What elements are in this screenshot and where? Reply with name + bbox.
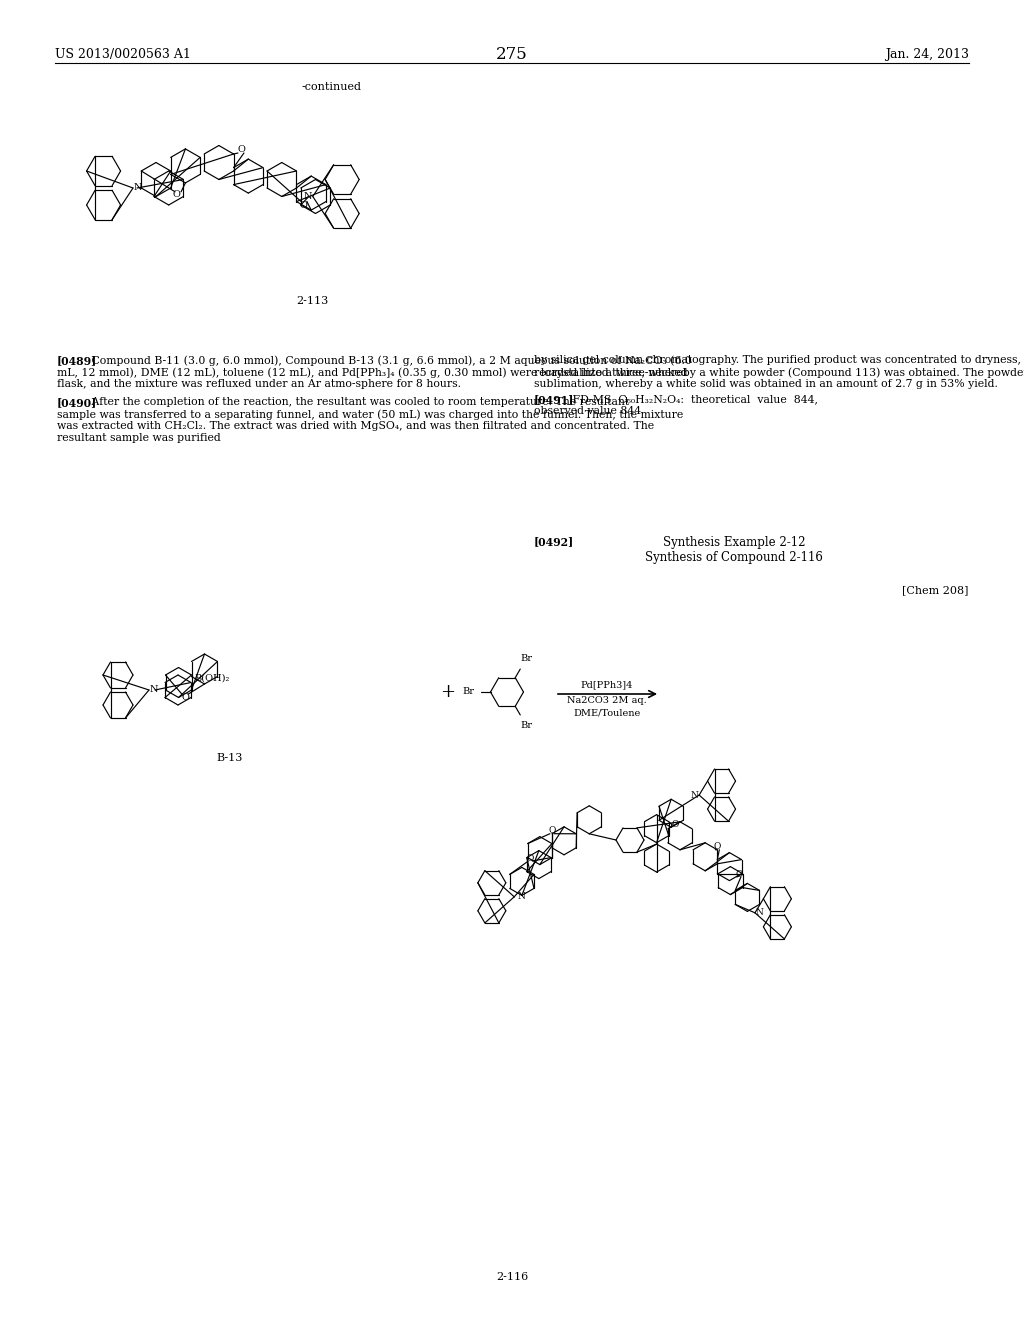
Text: Synthesis of Compound 2-116: Synthesis of Compound 2-116 [645,550,823,564]
Text: US 2013/0020563 A1: US 2013/0020563 A1 [55,48,190,61]
Text: B(OH)₂: B(OH)₂ [195,675,229,682]
Text: was extracted with CH₂Cl₂. The extract was dried with MgSO₄, and was then filtra: was extracted with CH₂Cl₂. The extract w… [57,421,654,432]
Text: O: O [172,190,180,199]
Text: +: + [440,682,456,701]
Text: flask, and the mixture was refluxed under an Ar atmo-sphere for 8 hours.: flask, and the mixture was refluxed unde… [57,379,461,389]
Text: B-13: B-13 [217,752,243,763]
Text: N: N [134,183,142,193]
Text: recrystallized twice, whereby a white powder (Compound 113) was obtained. The po: recrystallized twice, whereby a white po… [534,367,1024,378]
Text: Compound B-11 (3.0 g, 6.0 mmol), Compound B-13 (3.1 g, 6.6 mmol), a 2 M aqueous : Compound B-11 (3.0 g, 6.0 mmol), Compoun… [81,355,692,366]
Text: Br: Br [463,688,474,697]
Text: [0492]: [0492] [534,536,574,546]
Text: After the completion of the reaction, the resultant was cooled to room temperatu: After the completion of the reaction, th… [81,397,630,407]
Text: FD-MS  C₆₀H₃₂N₂O₄:  theoretical  value  844,: FD-MS C₆₀H₃₂N₂O₄: theoretical value 844, [562,393,818,404]
Text: Synthesis Example 2-12: Synthesis Example 2-12 [663,536,805,549]
Text: O: O [300,201,308,210]
Text: resultant sample was purified: resultant sample was purified [57,433,221,444]
Text: [0491]: [0491] [534,393,574,405]
Text: O: O [548,826,556,836]
Text: Br: Br [520,655,532,663]
Text: [0489]: [0489] [57,355,97,366]
Text: N: N [517,892,525,902]
Text: Pd[PPh3]4: Pd[PPh3]4 [581,680,633,689]
Text: O: O [672,820,679,829]
Text: 2-113: 2-113 [296,296,328,306]
Text: O: O [714,842,721,851]
Text: DME/Toulene: DME/Toulene [573,708,641,717]
Text: O: O [237,144,245,153]
Text: O: O [526,854,535,862]
Text: [0490]: [0490] [57,397,97,408]
Text: 275: 275 [496,46,528,63]
Text: sublimation, whereby a white solid was obtained in an amount of 2.7 g in 53% yie: sublimation, whereby a white solid was o… [534,379,997,389]
Text: [Chem 208]: [Chem 208] [902,585,969,595]
Text: Jan. 24, 2013: Jan. 24, 2013 [885,48,969,61]
Text: -continued: -continued [302,82,362,92]
Text: N: N [756,908,764,917]
Text: N: N [690,791,698,800]
Text: by silica gel column chromatography. The purified product was concentrated to dr: by silica gel column chromatography. The… [534,355,1024,366]
Text: Na2CO3 2M aq.: Na2CO3 2M aq. [567,696,647,705]
Text: 2-116: 2-116 [496,1272,528,1282]
Text: mL, 12 mmol), DME (12 mL), toluene (12 mL), and Pd[PPh₃]₄ (0.35 g, 0.30 mmol) we: mL, 12 mmol), DME (12 mL), toluene (12 m… [57,367,688,378]
Text: sample was transferred to a separating funnel, and water (50 mL) was charged int: sample was transferred to a separating f… [57,409,683,420]
Text: observed value 844: observed value 844 [534,407,641,416]
Text: O: O [181,693,189,702]
Text: Br: Br [520,721,532,730]
Text: O: O [735,870,742,879]
Text: N: N [303,191,311,201]
Text: N: N [150,685,159,694]
